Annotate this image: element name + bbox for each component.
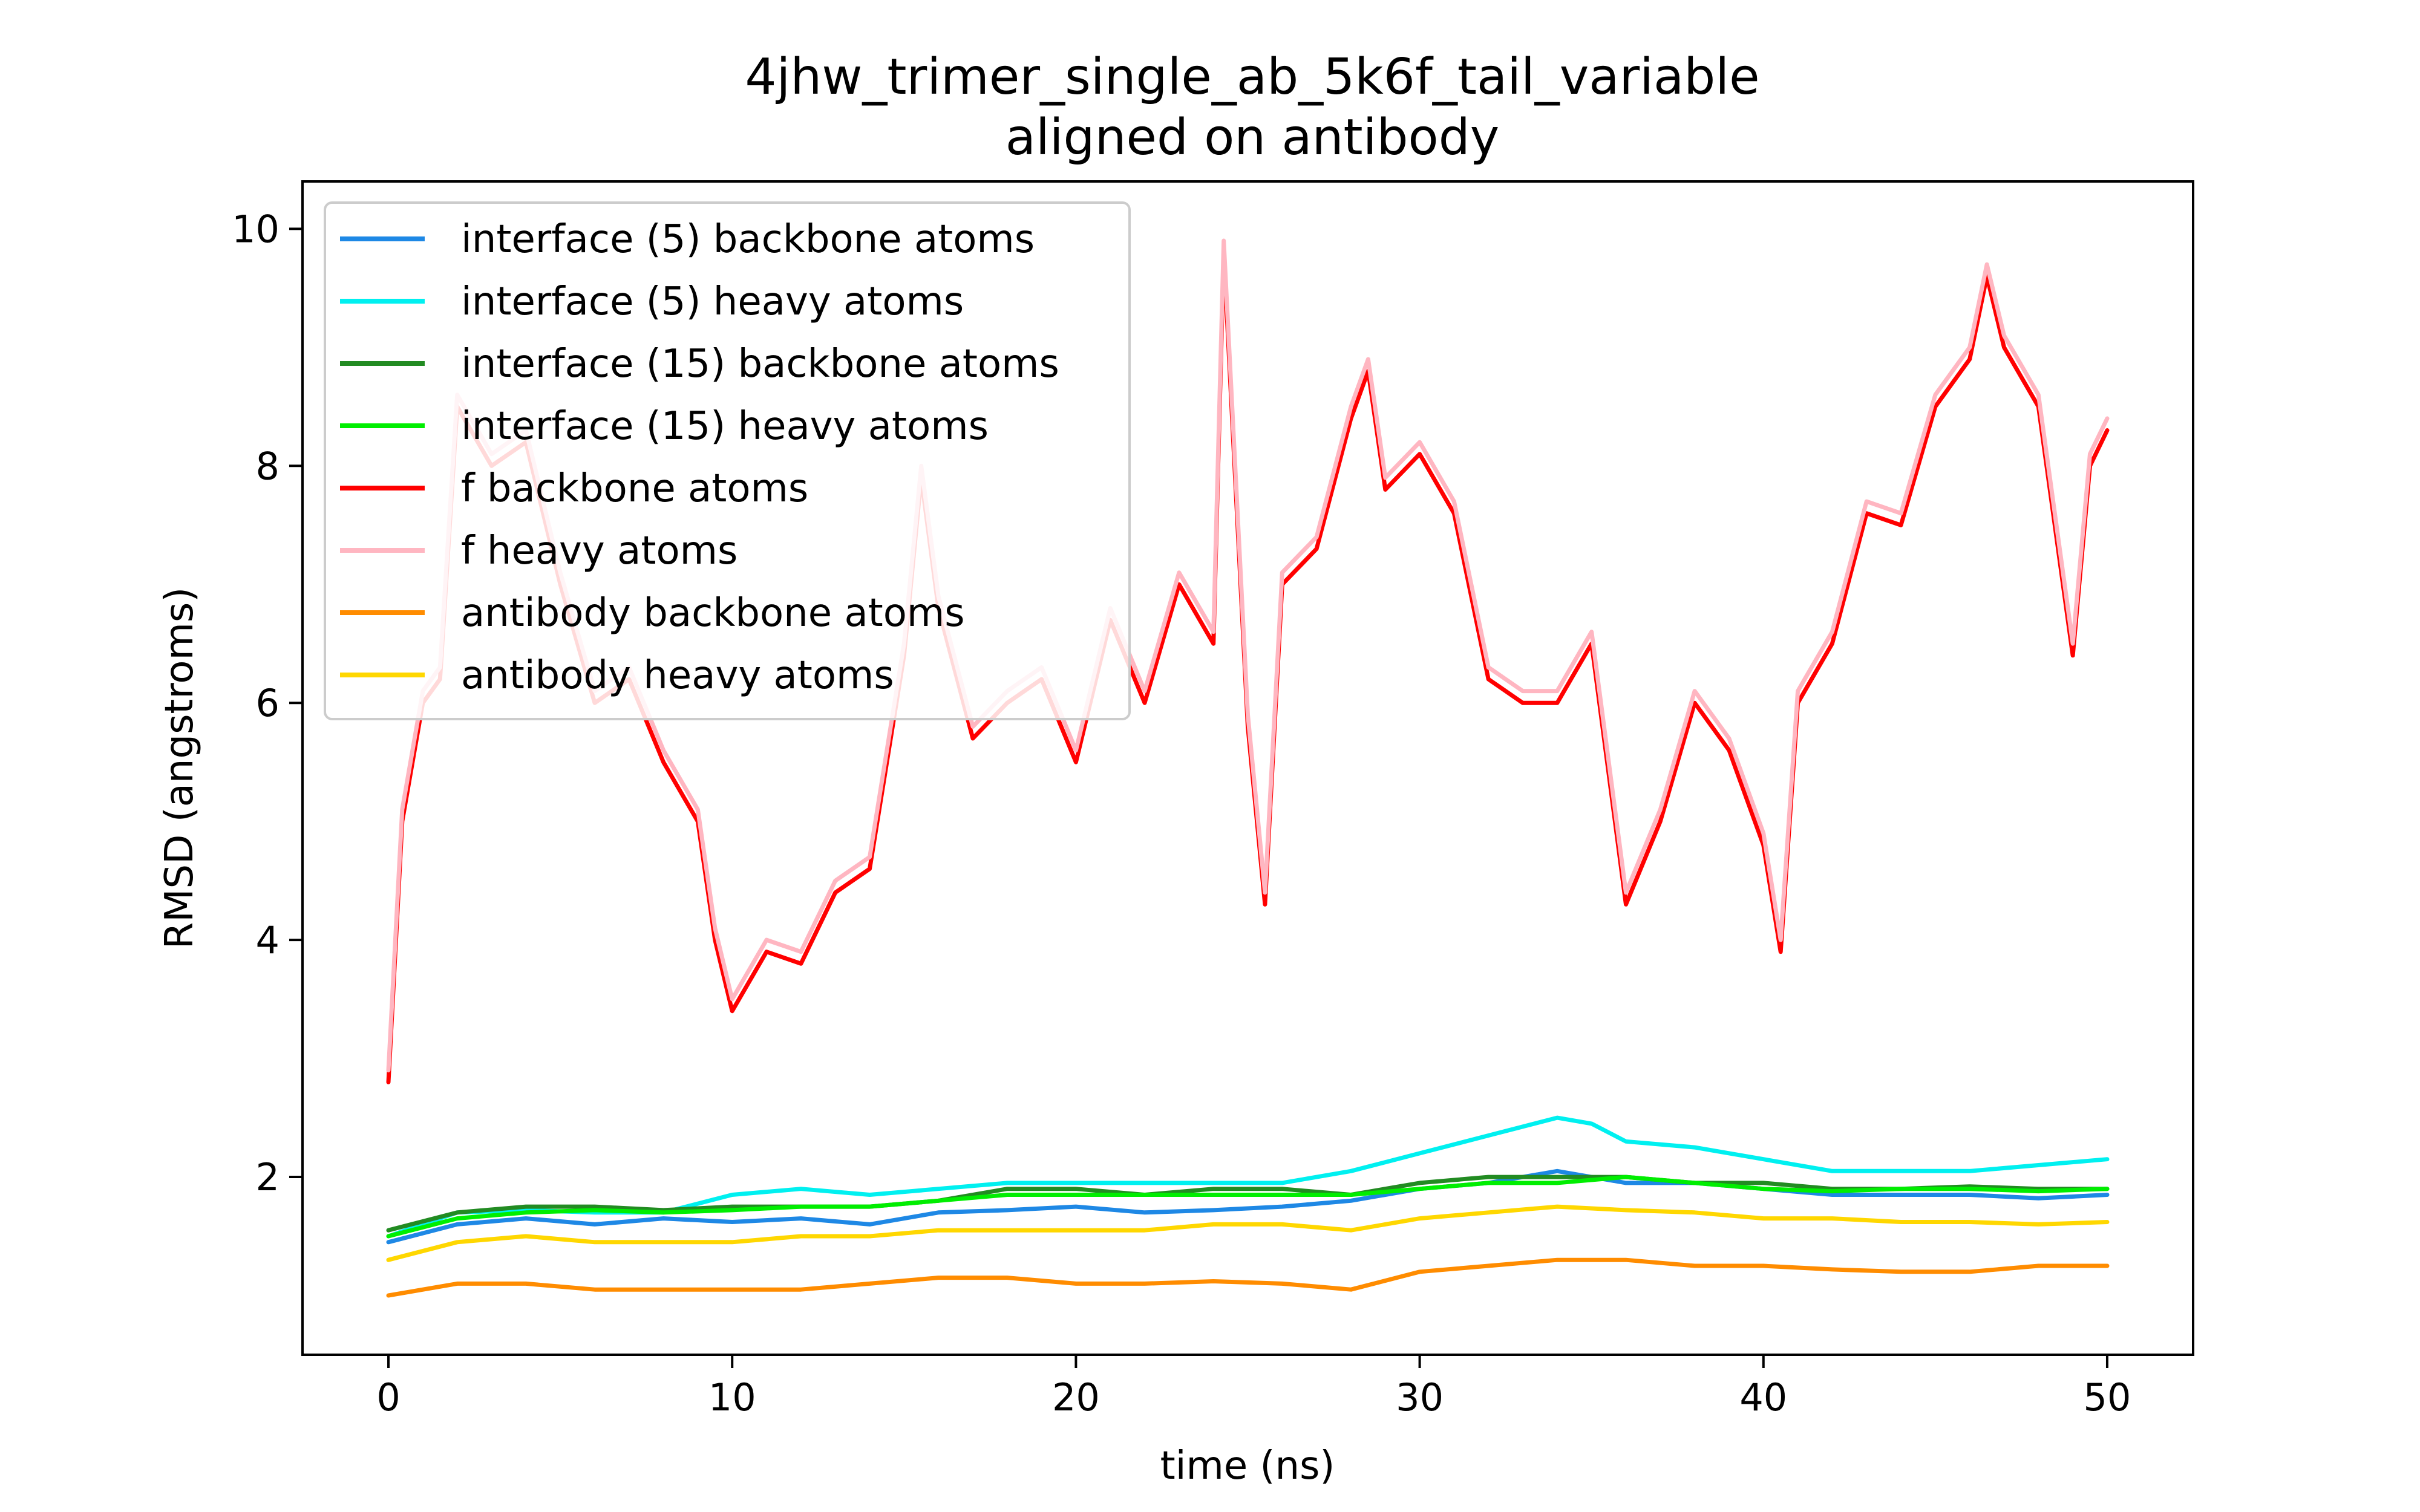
legend-label: antibody heavy atoms bbox=[461, 653, 894, 698]
legend: interface (5) backbone atoms interface (5… bbox=[324, 201, 1131, 720]
series-line-7 bbox=[386, 1257, 2110, 1298]
plot-frame bbox=[301, 180, 2194, 1356]
y-axis: 2 4 6 8 10 bbox=[232, 207, 302, 1199]
y-tick-label: 6 bbox=[256, 681, 280, 725]
series-group bbox=[386, 238, 2110, 1298]
x-axis-label: time (ns) bbox=[1160, 1444, 1335, 1488]
chart-subtitle: aligned on antibody bbox=[1006, 109, 1500, 166]
x-tick-label: 20 bbox=[1052, 1375, 1100, 1419]
series-line-8 bbox=[386, 1204, 2110, 1262]
chart-title: 4jhw_trimer_single_ab_5k6f_tail_variable bbox=[745, 48, 1759, 106]
x-tick-label: 40 bbox=[1739, 1375, 1787, 1419]
x-tick-label: 50 bbox=[2084, 1375, 2131, 1419]
series-line-3 bbox=[386, 1175, 2110, 1233]
x-tick-label: 0 bbox=[376, 1375, 400, 1419]
legend-label: interface (15) backbone atoms bbox=[461, 342, 1059, 386]
x-axis: 0 10 20 30 40 50 bbox=[376, 1355, 2131, 1419]
series-line-1 bbox=[386, 1168, 2110, 1245]
legend-label: interface (15) heavy atoms bbox=[461, 404, 989, 449]
y-axis-label: RMSD (angstroms) bbox=[157, 587, 202, 949]
legend-label: interface (5) backbone atoms bbox=[461, 217, 1035, 262]
series-line-4 bbox=[386, 1175, 2110, 1239]
x-tick-label: 30 bbox=[1396, 1375, 1444, 1419]
plot-area bbox=[301, 180, 2194, 1356]
x-tick-label: 10 bbox=[708, 1375, 756, 1419]
y-tick-label: 2 bbox=[256, 1155, 280, 1199]
legend-label: interface (5) heavy atoms bbox=[461, 279, 964, 324]
y-tick-label: 4 bbox=[256, 918, 280, 962]
legend-label: f heavy atoms bbox=[461, 529, 737, 573]
y-tick-label: 10 bbox=[232, 207, 280, 251]
series-line-6 bbox=[386, 238, 2110, 1073]
legend-label: antibody backbone atoms bbox=[461, 591, 965, 636]
y-tick-label: 8 bbox=[256, 444, 280, 488]
legend-label: f backbone atoms bbox=[461, 466, 808, 511]
series-line-2 bbox=[386, 1115, 2110, 1239]
legend-box bbox=[324, 201, 1131, 720]
